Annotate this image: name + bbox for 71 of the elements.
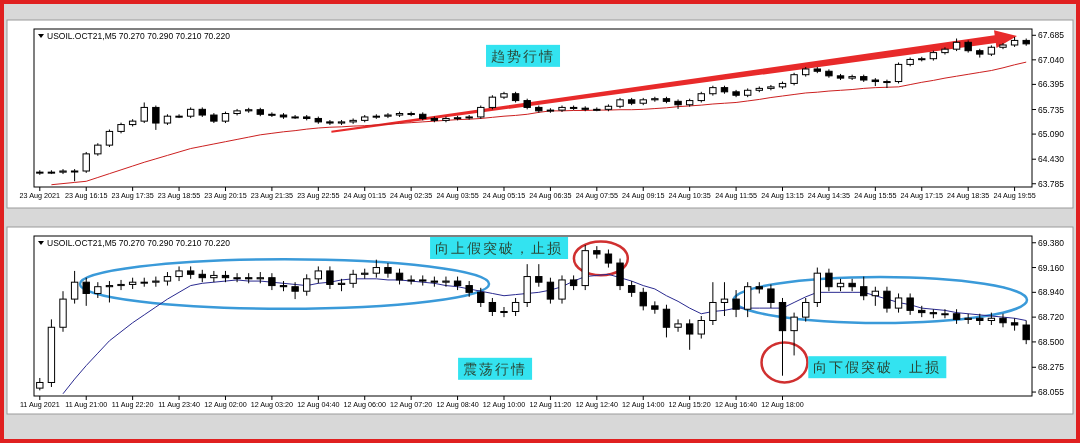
- candlestick: [291, 281, 299, 300]
- candlestick: [894, 292, 903, 314]
- candlestick: [639, 287, 647, 311]
- annotation: 趋势行情: [491, 47, 556, 64]
- candlestick: [883, 79, 891, 89]
- chart-title: USOIL.OCT21,M5 70.270 70.290 70.210 70.220: [47, 238, 231, 248]
- candlestick: [384, 262, 392, 279]
- candlestick: [674, 98, 682, 110]
- y-tick-label: 64.430: [1038, 154, 1065, 165]
- candlestick: [546, 277, 555, 305]
- y-tick-label: 68.055: [1038, 387, 1065, 398]
- y-tick-label: 68.720: [1038, 312, 1065, 323]
- candlestick: [488, 297, 497, 317]
- y-tick-label: 68.500: [1038, 336, 1065, 347]
- candlestick: [709, 281, 717, 326]
- y-tick-label: 69.160: [1038, 262, 1065, 273]
- candlestick: [303, 273, 311, 297]
- candlestick: [848, 278, 856, 292]
- y-tick-label: 67.685: [1038, 30, 1065, 41]
- candlestick: [326, 265, 334, 290]
- candlestick: [720, 281, 729, 317]
- candlestick: [999, 313, 1007, 328]
- candlestick: [511, 297, 520, 317]
- candlestick: [674, 318, 682, 333]
- candlestick: [883, 286, 891, 314]
- candlestick: [871, 286, 880, 307]
- candlestick: [210, 270, 218, 283]
- annotation: 向下假突破，止损: [813, 359, 942, 376]
- candlestick: [941, 308, 949, 319]
- candlestick: [662, 304, 671, 338]
- candlestick: [860, 276, 868, 301]
- candlestick: [372, 259, 381, 279]
- candlestick: [906, 292, 914, 316]
- candlestick: [767, 283, 775, 309]
- chart-title: USOIL.OCT21,M5 70.270 70.290 70.210 70.220: [47, 31, 231, 41]
- y-tick-label: 68.275: [1038, 362, 1065, 373]
- y-tick-label: 68.940: [1038, 287, 1065, 298]
- y-tick-label: 65.090: [1038, 129, 1065, 140]
- candlestick: [349, 269, 357, 289]
- candlestick: [500, 306, 508, 318]
- candlestick: [117, 279, 125, 291]
- candlestick: [82, 277, 90, 307]
- y-tick-label: 63.785: [1038, 178, 1065, 189]
- candlestick: [685, 318, 694, 351]
- candlestick: [604, 249, 613, 269]
- candlestick: [697, 315, 705, 340]
- candlestick: [535, 263, 543, 288]
- candlestick: [152, 105, 160, 131]
- candlestick: [825, 268, 833, 292]
- candlestick: [175, 265, 183, 282]
- y-tick-label: 65.735: [1038, 104, 1065, 115]
- candlestick: [233, 272, 241, 283]
- candlestick: [140, 101, 148, 124]
- line-series: [50, 61, 1027, 186]
- candlestick: [105, 280, 114, 303]
- candlestick: [442, 276, 450, 288]
- y-tick-label: 67.040: [1038, 54, 1065, 65]
- annotation: 震荡行情: [463, 360, 528, 377]
- annotation: 向上假突破，止损: [435, 240, 564, 256]
- candlestick: [268, 272, 276, 291]
- candlestick: [558, 274, 566, 305]
- y-tick-label: 69.380: [1038, 237, 1065, 248]
- candlestick: [1022, 320, 1030, 345]
- candlestick: [477, 287, 485, 308]
- candlestick: [732, 289, 740, 318]
- candlestick: [70, 270, 79, 305]
- candlestick: [790, 312, 798, 356]
- y-tick-label: 66.395: [1038, 79, 1065, 90]
- candlestick: [744, 281, 752, 318]
- candlestick: [802, 297, 810, 323]
- candlestick: [616, 258, 624, 291]
